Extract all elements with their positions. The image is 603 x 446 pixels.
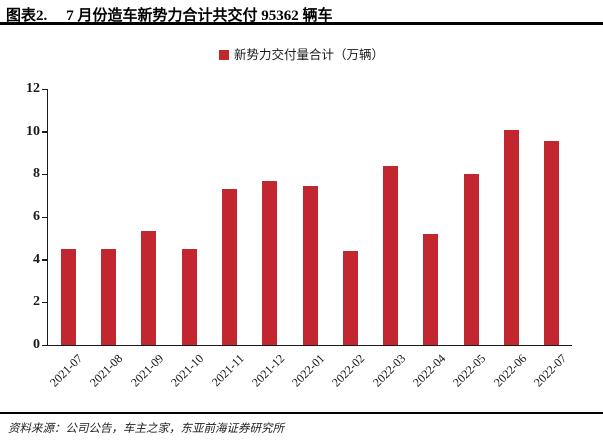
y-axis-label: 4 xyxy=(33,251,40,267)
y-axis-tick xyxy=(42,216,48,218)
bar-slot: 2021-11 xyxy=(209,89,249,389)
bar-2021-10 xyxy=(181,249,197,345)
x-axis-label: 2022-06 xyxy=(490,351,529,390)
bars-row: 2021-07 2021-08 2021-09 2021-10 2021-11 2021-… xyxy=(47,89,572,389)
source-note: 资料来源：公司公告，车主之家，东亚前海证券研究所 xyxy=(0,412,603,436)
figure-title: 7 月份造车新势力合计共交付 95362 辆车 xyxy=(66,8,333,24)
y-axis-tick xyxy=(42,88,48,90)
bar-2022-05 xyxy=(463,174,479,345)
bar-2021-07 xyxy=(60,249,76,345)
y-axis-tick xyxy=(42,259,48,261)
y-axis-tick xyxy=(42,131,48,133)
y-axis-label: 12 xyxy=(26,81,40,96)
x-axis-label: 2021-07 xyxy=(47,351,86,390)
bar-2022-04 xyxy=(423,234,439,345)
bar-2022-06 xyxy=(504,129,520,345)
y-axis-tick xyxy=(42,344,48,346)
x-axis-label: 2021-12 xyxy=(248,351,287,390)
bar-2022-01 xyxy=(302,186,318,345)
x-axis-label: 2022-02 xyxy=(329,351,368,390)
chart-legend: 新势力交付量合计（万辆） xyxy=(0,44,603,63)
y-axis-label: 2 xyxy=(33,294,40,310)
legend-swatch-icon xyxy=(218,50,229,60)
bar-slot: 2021-10 xyxy=(168,89,209,389)
bar-slot: 2022-04 xyxy=(410,89,451,389)
bar-slot: 2021-08 xyxy=(87,89,128,389)
bar-2021-12 xyxy=(262,180,278,345)
bar-2022-02 xyxy=(342,251,358,345)
bar-slot: 2022-01 xyxy=(289,89,330,389)
bar-2022-07 xyxy=(544,141,560,345)
x-axis-label: 2022-07 xyxy=(530,351,570,390)
x-axis-label: 2022-04 xyxy=(409,351,449,390)
x-axis-label: 2022-03 xyxy=(369,351,408,390)
y-axis-label: 0 xyxy=(33,337,40,352)
bar-slot: 2022-03 xyxy=(370,89,411,389)
x-axis-label: 2021-09 xyxy=(127,351,166,390)
bar-slot: 2021-09 xyxy=(128,89,169,389)
bar-2021-08 xyxy=(100,249,116,345)
bar-slot: 2022-05 xyxy=(450,89,491,389)
y-axis-tick xyxy=(42,173,48,176)
y-axis-tick xyxy=(42,301,48,304)
y-axis-label: 6 xyxy=(33,209,40,224)
bar-slot: 2022-02 xyxy=(329,89,370,389)
y-axis-label: 10 xyxy=(26,123,40,139)
x-axis-label: 2021-08 xyxy=(87,351,126,390)
x-axis-label: 2022-05 xyxy=(450,351,489,390)
bar-slot: 2021-12 xyxy=(249,89,290,389)
bar-slot: 2022-07 xyxy=(531,89,572,389)
x-axis-label: 2021-11 xyxy=(208,351,247,390)
bar-2022-03 xyxy=(383,165,399,345)
bar-2021-11 xyxy=(221,189,237,345)
x-axis-label: 2021-10 xyxy=(168,351,207,390)
bar-2021-09 xyxy=(141,230,157,345)
x-axis-label: 2022-01 xyxy=(289,351,328,390)
bar-slot: 2021-07 xyxy=(47,89,88,389)
figure-number: 图表2. xyxy=(6,8,48,24)
bar-slot: 2022-06 xyxy=(491,89,531,389)
legend-label: 新势力交付量合计（万辆） xyxy=(233,48,384,62)
source-text: 资料来源：公司公告，车主之家，东亚前海证券研究所 xyxy=(8,423,284,435)
plot-area: 2021-07 2021-08 2021-09 2021-10 2021-11 2021-… xyxy=(26,81,572,389)
y-axis-label: 8 xyxy=(33,166,40,182)
figure-header: 图表2. 7 月份造车新势力合计共交付 95362 辆车 xyxy=(0,0,603,25)
